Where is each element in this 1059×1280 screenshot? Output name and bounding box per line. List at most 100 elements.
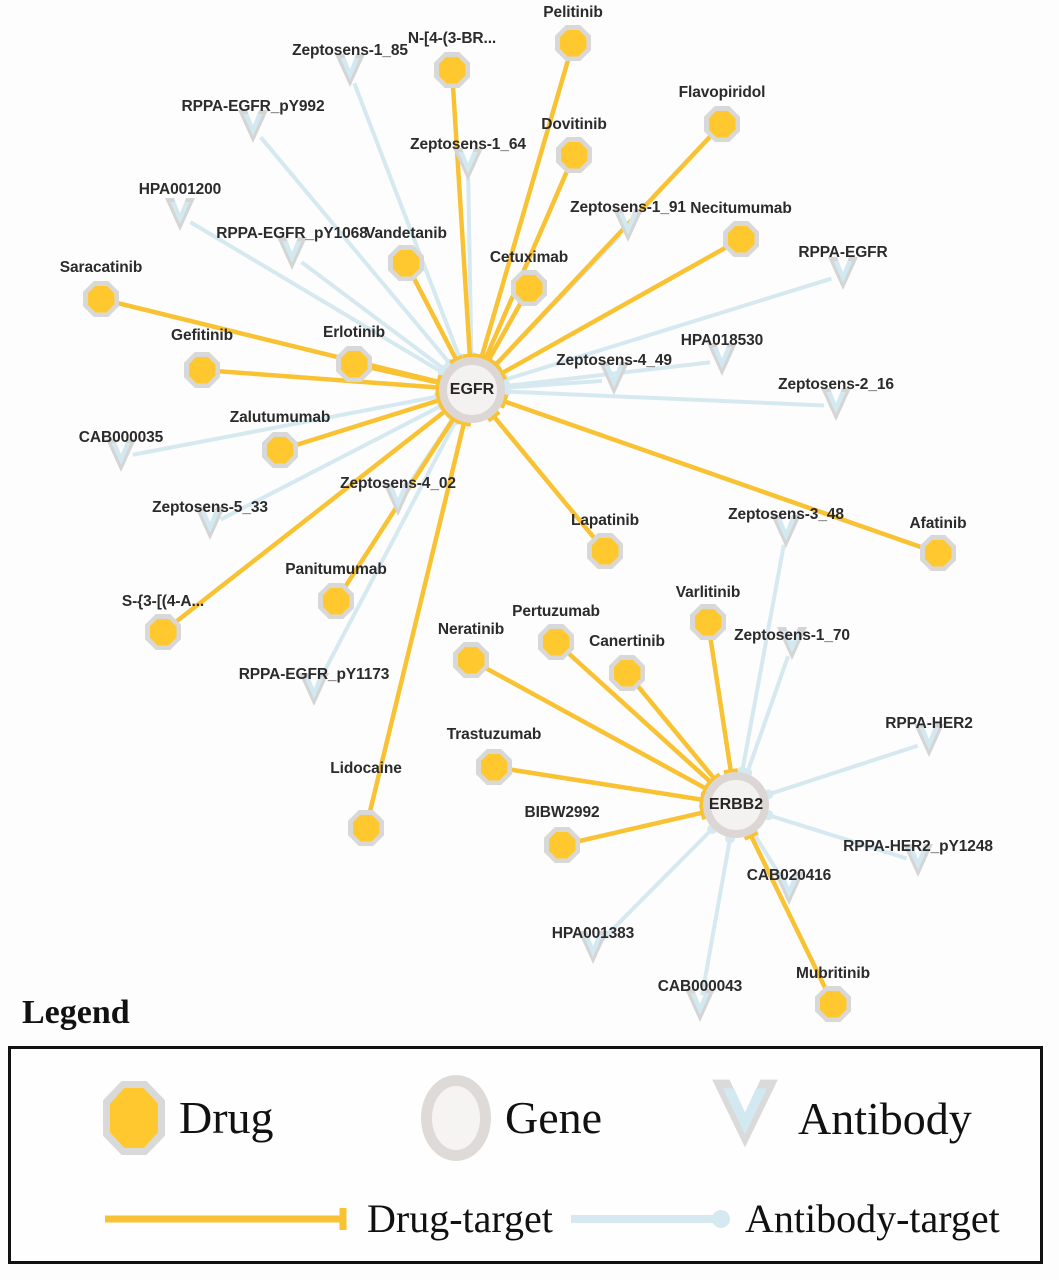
antibody-target-edge[interactable] — [219, 403, 443, 522]
drug-target-edge[interactable] — [748, 834, 829, 991]
drug-target-edge[interactable] — [577, 810, 704, 844]
drug-node[interactable] — [587, 533, 623, 569]
drug-target-edge[interactable] — [509, 767, 703, 802]
gene-node-egfr[interactable]: EGFR — [439, 357, 505, 423]
antibody-node[interactable] — [826, 254, 860, 296]
drug-target-edge[interactable] — [493, 134, 713, 367]
drug-target-edge[interactable] — [367, 422, 467, 813]
legend-item-antibody-target: Antibody-target — [571, 1199, 1000, 1239]
drug-node[interactable] — [348, 810, 384, 846]
drug-node[interactable] — [920, 535, 956, 571]
antibody-node[interactable] — [104, 436, 138, 478]
drug-target-edge[interactable] — [635, 683, 717, 781]
antibody-node[interactable] — [769, 512, 803, 554]
antibody-target-edge[interactable] — [466, 177, 474, 357]
drug-node[interactable] — [555, 25, 591, 61]
antibody-target-edge[interactable] — [600, 827, 714, 942]
drug-octagon-icon — [723, 221, 759, 257]
drug-target-edge[interactable] — [491, 414, 597, 541]
drug-node[interactable] — [815, 986, 851, 1022]
drug-octagon-icon — [609, 655, 645, 691]
antibody-node[interactable] — [163, 195, 197, 237]
antibody-chevron-icon — [195, 507, 225, 540]
drug-node[interactable] — [723, 221, 759, 257]
drug-target-edge[interactable] — [483, 665, 708, 791]
drug-octagon-icon — [511, 270, 547, 306]
legend-shape-row: Drug Gene Antibody — [11, 1071, 1040, 1181]
antibody-target-edge[interactable] — [505, 378, 603, 390]
antibody-target-edge[interactable] — [503, 276, 833, 382]
drug-target-edge[interactable] — [500, 244, 729, 376]
drug-target-edge[interactable] — [369, 365, 440, 385]
antibody-node[interactable] — [705, 340, 739, 382]
antibody-node[interactable] — [451, 145, 485, 187]
drug-node[interactable] — [511, 270, 547, 306]
antibody-node[interactable] — [193, 504, 227, 546]
drug-target-edge[interactable] — [174, 409, 447, 624]
drug-node[interactable] — [184, 352, 220, 388]
drug-node[interactable] — [544, 827, 580, 863]
drug-node[interactable] — [145, 614, 181, 650]
drug-target-edge-cap — [743, 830, 759, 841]
drug-node[interactable] — [336, 346, 372, 382]
antibody-chevron-icon — [707, 343, 737, 376]
drug-node[interactable] — [556, 137, 592, 173]
antibody-target-edge[interactable] — [767, 743, 919, 797]
drug-target-edge[interactable] — [450, 85, 473, 357]
drug-node[interactable] — [453, 642, 489, 678]
antibody-node[interactable] — [381, 480, 415, 522]
antibody-target-edge[interactable] — [745, 655, 790, 774]
antibody-target-edge[interactable] — [700, 838, 733, 996]
antibody-node[interactable] — [576, 928, 610, 970]
antibody-node[interactable] — [297, 670, 331, 712]
antibody-node[interactable] — [901, 841, 935, 883]
antibody-chevron-icon — [821, 388, 851, 421]
gene-node-erbb2[interactable]: ERBB2 — [703, 772, 769, 838]
drug-node[interactable] — [83, 281, 119, 317]
drug-node[interactable] — [262, 432, 298, 468]
drug-target-edge[interactable] — [486, 300, 524, 362]
antibody-target-edge[interactable] — [259, 135, 452, 366]
drug-node[interactable] — [434, 52, 470, 88]
drug-target-edge[interactable] — [411, 276, 459, 361]
antibody-node[interactable] — [912, 721, 946, 763]
drug-target-edge-cap — [462, 353, 478, 359]
drug-node[interactable] — [476, 749, 512, 785]
drug-target-edge[interactable] — [708, 637, 734, 772]
drug-node[interactable] — [388, 245, 424, 281]
drug-node[interactable] — [538, 624, 574, 660]
antibody-target-edge[interactable] — [317, 419, 458, 682]
antibody-node[interactable] — [611, 206, 645, 248]
antibody-target-edge[interactable] — [132, 394, 439, 457]
antibody-target-edge[interactable] — [740, 544, 786, 772]
antibody-target-edge-icon — [571, 1210, 730, 1228]
antibody-target-edge[interactable] — [352, 82, 462, 359]
antibody-target-edge[interactable] — [300, 260, 446, 372]
edge-layer — [116, 57, 924, 996]
antibody-node[interactable] — [775, 624, 809, 666]
drug-target-edge[interactable] — [217, 368, 439, 390]
antibody-node[interactable] — [772, 869, 806, 911]
antibody-node[interactable] — [333, 51, 367, 93]
drug-node[interactable] — [609, 655, 645, 691]
antibody-node[interactable] — [597, 359, 631, 401]
antibody-node[interactable] — [275, 234, 309, 276]
antibody-node[interactable] — [236, 107, 270, 149]
antibody-target-edge[interactable] — [505, 389, 825, 408]
drug-target-edge[interactable] — [479, 57, 571, 358]
antibody-node[interactable] — [819, 385, 853, 427]
legend-item-drug: Drug — [103, 1081, 274, 1155]
network-canvas[interactable]: Zeptosens-1_85 RPPA-EGFR_pY992 Zeptosens-1… — [0, 0, 1059, 1022]
drug-node[interactable] — [690, 604, 726, 640]
drug-target-edge-icon — [105, 1208, 347, 1230]
antibody-node[interactable] — [683, 986, 717, 1028]
antibody-chevron-icon — [599, 362, 629, 395]
drug-target-edge[interactable] — [503, 399, 924, 550]
antibody-target-edge[interactable] — [767, 813, 908, 861]
drug-target-edge[interactable] — [483, 168, 570, 360]
drug-target-edge[interactable] — [294, 397, 441, 448]
drug-node[interactable] — [704, 106, 740, 142]
drug-node[interactable] — [318, 583, 354, 619]
antibody-target-edge[interactable] — [189, 220, 444, 375]
drug-target-edge[interactable] — [566, 651, 713, 784]
